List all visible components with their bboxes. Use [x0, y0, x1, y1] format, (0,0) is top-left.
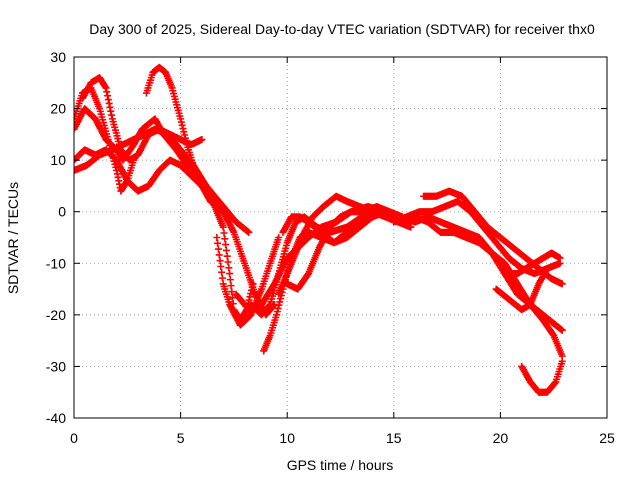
- x-tick-label: 10: [279, 430, 295, 446]
- x-tick-label: 20: [493, 430, 509, 446]
- data-points: [74, 63, 566, 396]
- x-tick-label: 5: [177, 430, 185, 446]
- y-tick-label: -30: [46, 358, 66, 374]
- chart-title: Day 300 of 2025, Sidereal Day-to-day VTE…: [89, 21, 595, 37]
- data-point: [74, 115, 78, 123]
- y-tick-label: -20: [46, 307, 66, 323]
- data-point: [198, 136, 206, 144]
- y-tick-label: -40: [46, 410, 66, 426]
- series-arc-g: [213, 234, 283, 329]
- y-tick-label: 0: [58, 204, 66, 220]
- data-point: [245, 228, 253, 236]
- x-axis-title: GPS time / hours: [287, 457, 394, 473]
- x-tick-label: 25: [599, 430, 615, 446]
- y-tick-label: -10: [46, 255, 66, 271]
- y-tick-label: 20: [50, 101, 66, 117]
- data-point: [228, 294, 236, 302]
- series-arc-f: [142, 63, 278, 319]
- y-axis-title: SDTVAR / TECUs: [5, 182, 21, 294]
- plot-area: [74, 63, 566, 396]
- y-tick-label: 30: [50, 49, 66, 65]
- data-point: [226, 276, 234, 284]
- y-tick-label: 10: [50, 152, 66, 168]
- data-point: [265, 302, 273, 310]
- x-tick-label: 15: [386, 430, 402, 446]
- data-point: [228, 288, 236, 296]
- data-point: [227, 282, 235, 290]
- x-tick-label: 0: [70, 430, 78, 446]
- data-point: [226, 270, 234, 278]
- data-point: [275, 234, 283, 241]
